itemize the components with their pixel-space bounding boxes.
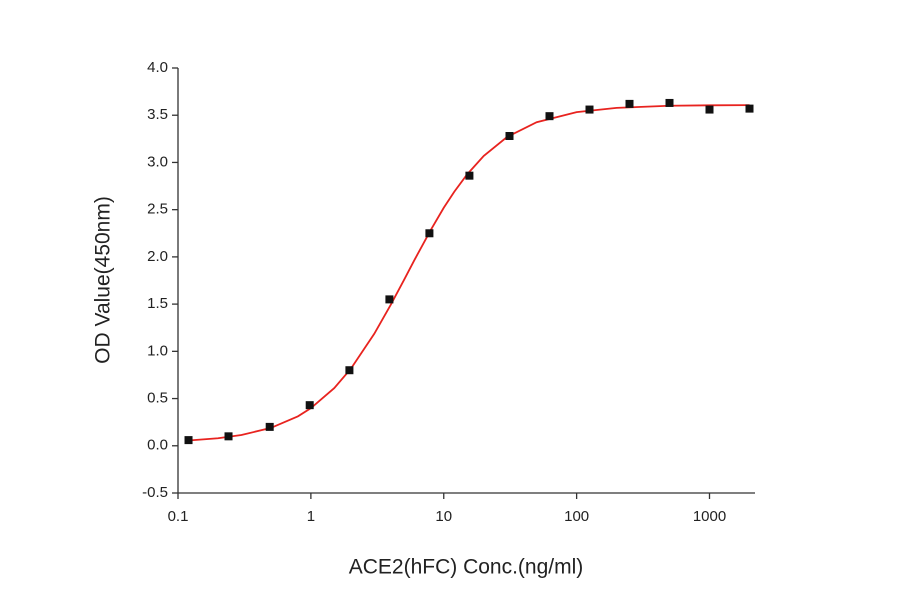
- y-tick-label: 1.0: [147, 342, 168, 359]
- data-point: [625, 99, 634, 108]
- x-tick-label: 10: [435, 508, 452, 525]
- data-point: [585, 105, 594, 114]
- data-point: [184, 436, 193, 445]
- x-axis-title: ACE2(hFC) Conc.(ng/ml): [349, 556, 584, 579]
- y-tick-label: 1.5: [147, 295, 168, 312]
- data-point: [505, 132, 514, 140]
- y-tick-label: 0.5: [147, 390, 168, 407]
- data-point: [665, 98, 674, 107]
- y-tick-label: 2.0: [147, 248, 168, 265]
- data-point: [465, 171, 474, 180]
- x-tick-label: 0.1: [168, 508, 189, 525]
- data-point: [305, 401, 314, 410]
- x-tick-label: 1: [307, 508, 315, 525]
- fit-line: [188, 104, 750, 442]
- y-tick-label: 3.0: [147, 153, 168, 170]
- data-point: [345, 366, 354, 375]
- data-point: [425, 229, 434, 238]
- y-axis-title: OD Value(450nm): [92, 196, 115, 364]
- y-tick-label: -0.5: [142, 484, 168, 501]
- data-point: [385, 295, 394, 304]
- data-point: [745, 104, 754, 113]
- data-point: [265, 422, 274, 431]
- y-tick-label: 3.5: [147, 106, 168, 123]
- x-tick-label: 1000: [693, 508, 726, 525]
- data-point: [545, 112, 554, 121]
- data-point: [224, 432, 233, 441]
- x-tick-label: 100: [564, 508, 589, 525]
- y-tick-label: 0.0: [147, 437, 168, 454]
- data-point: [705, 105, 714, 114]
- y-tick-label: 2.5: [147, 201, 168, 218]
- y-tick-label: 4.0: [147, 59, 168, 76]
